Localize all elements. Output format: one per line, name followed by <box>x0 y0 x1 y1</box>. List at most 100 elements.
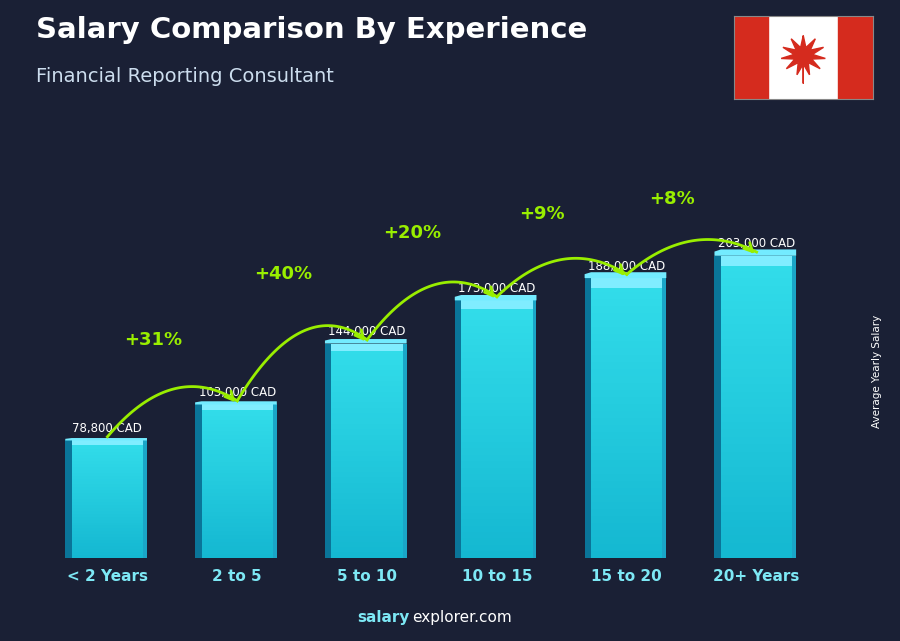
Bar <box>72 499 143 502</box>
Bar <box>461 545 533 551</box>
Bar <box>202 481 273 485</box>
Bar <box>331 553 403 558</box>
Bar <box>721 407 792 414</box>
Bar <box>591 320 662 327</box>
Bar <box>202 478 273 481</box>
Bar <box>721 369 792 376</box>
Bar <box>331 445 403 451</box>
Bar <box>72 508 143 511</box>
Bar <box>461 352 533 358</box>
Bar <box>72 470 143 472</box>
Bar <box>461 301 533 310</box>
Bar <box>72 502 143 505</box>
Bar <box>591 474 662 481</box>
Bar <box>331 435 403 440</box>
Bar <box>721 550 792 558</box>
Bar <box>72 440 143 444</box>
Bar <box>202 420 273 424</box>
Bar <box>461 519 533 526</box>
Polygon shape <box>585 272 666 278</box>
Bar <box>72 458 143 461</box>
Bar <box>591 529 662 537</box>
Bar <box>461 454 533 461</box>
Bar <box>202 416 273 420</box>
Bar <box>202 443 273 447</box>
Bar <box>461 481 533 487</box>
Polygon shape <box>195 401 277 404</box>
Text: +40%: +40% <box>254 265 311 283</box>
Bar <box>461 397 533 403</box>
Bar <box>331 510 403 515</box>
Text: +31%: +31% <box>124 331 182 349</box>
Text: 103,000 CAD: 103,000 CAD <box>199 386 276 399</box>
Bar <box>331 381 403 387</box>
Polygon shape <box>781 36 825 83</box>
Bar <box>202 439 273 443</box>
Bar <box>461 371 533 378</box>
Bar <box>72 505 143 508</box>
Bar <box>72 537 143 540</box>
Bar <box>721 429 792 437</box>
Bar <box>72 472 143 476</box>
Bar <box>202 485 273 488</box>
Bar <box>331 515 403 520</box>
Bar <box>72 440 143 445</box>
Bar <box>461 345 533 352</box>
Bar <box>721 444 792 452</box>
Bar <box>721 399 792 407</box>
Bar <box>461 474 533 481</box>
Text: Financial Reporting Consultant: Financial Reporting Consultant <box>36 67 334 87</box>
Bar <box>331 419 403 424</box>
Bar <box>591 411 662 418</box>
Bar <box>591 509 662 516</box>
Text: 203,000 CAD: 203,000 CAD <box>718 237 796 250</box>
Bar <box>591 488 662 495</box>
Bar <box>202 504 273 508</box>
Bar <box>331 520 403 526</box>
Bar <box>591 537 662 544</box>
Bar <box>331 365 403 370</box>
Bar <box>721 256 792 267</box>
Bar <box>202 523 273 527</box>
Bar <box>331 499 403 504</box>
Bar <box>66 440 72 558</box>
Bar <box>72 549 143 552</box>
Bar <box>591 285 662 292</box>
Bar <box>461 384 533 390</box>
Bar <box>721 474 792 482</box>
Bar <box>721 376 792 384</box>
Bar <box>331 542 403 547</box>
Text: 188,000 CAD: 188,000 CAD <box>588 260 665 272</box>
Bar <box>331 370 403 376</box>
Bar <box>331 451 403 456</box>
Bar <box>273 404 277 558</box>
Bar <box>721 542 792 550</box>
Bar <box>461 320 533 326</box>
Bar <box>591 432 662 439</box>
Bar <box>721 271 792 278</box>
Bar <box>591 404 662 411</box>
Bar <box>721 392 792 399</box>
Bar <box>591 460 662 467</box>
Bar <box>202 492 273 496</box>
Bar <box>734 16 769 99</box>
Bar <box>591 495 662 502</box>
Polygon shape <box>325 339 407 344</box>
Bar <box>461 365 533 371</box>
Bar <box>72 540 143 543</box>
Bar <box>591 292 662 299</box>
Bar <box>331 526 403 531</box>
Bar <box>202 527 273 531</box>
Bar <box>721 384 792 392</box>
Bar <box>721 354 792 362</box>
Bar <box>202 508 273 512</box>
Bar <box>195 404 202 558</box>
Bar <box>461 538 533 545</box>
Bar <box>461 410 533 416</box>
Bar <box>72 476 143 479</box>
Bar <box>72 517 143 520</box>
Bar <box>72 511 143 513</box>
Bar <box>721 263 792 271</box>
Text: 78,800 CAD: 78,800 CAD <box>73 422 142 435</box>
Bar <box>72 526 143 528</box>
